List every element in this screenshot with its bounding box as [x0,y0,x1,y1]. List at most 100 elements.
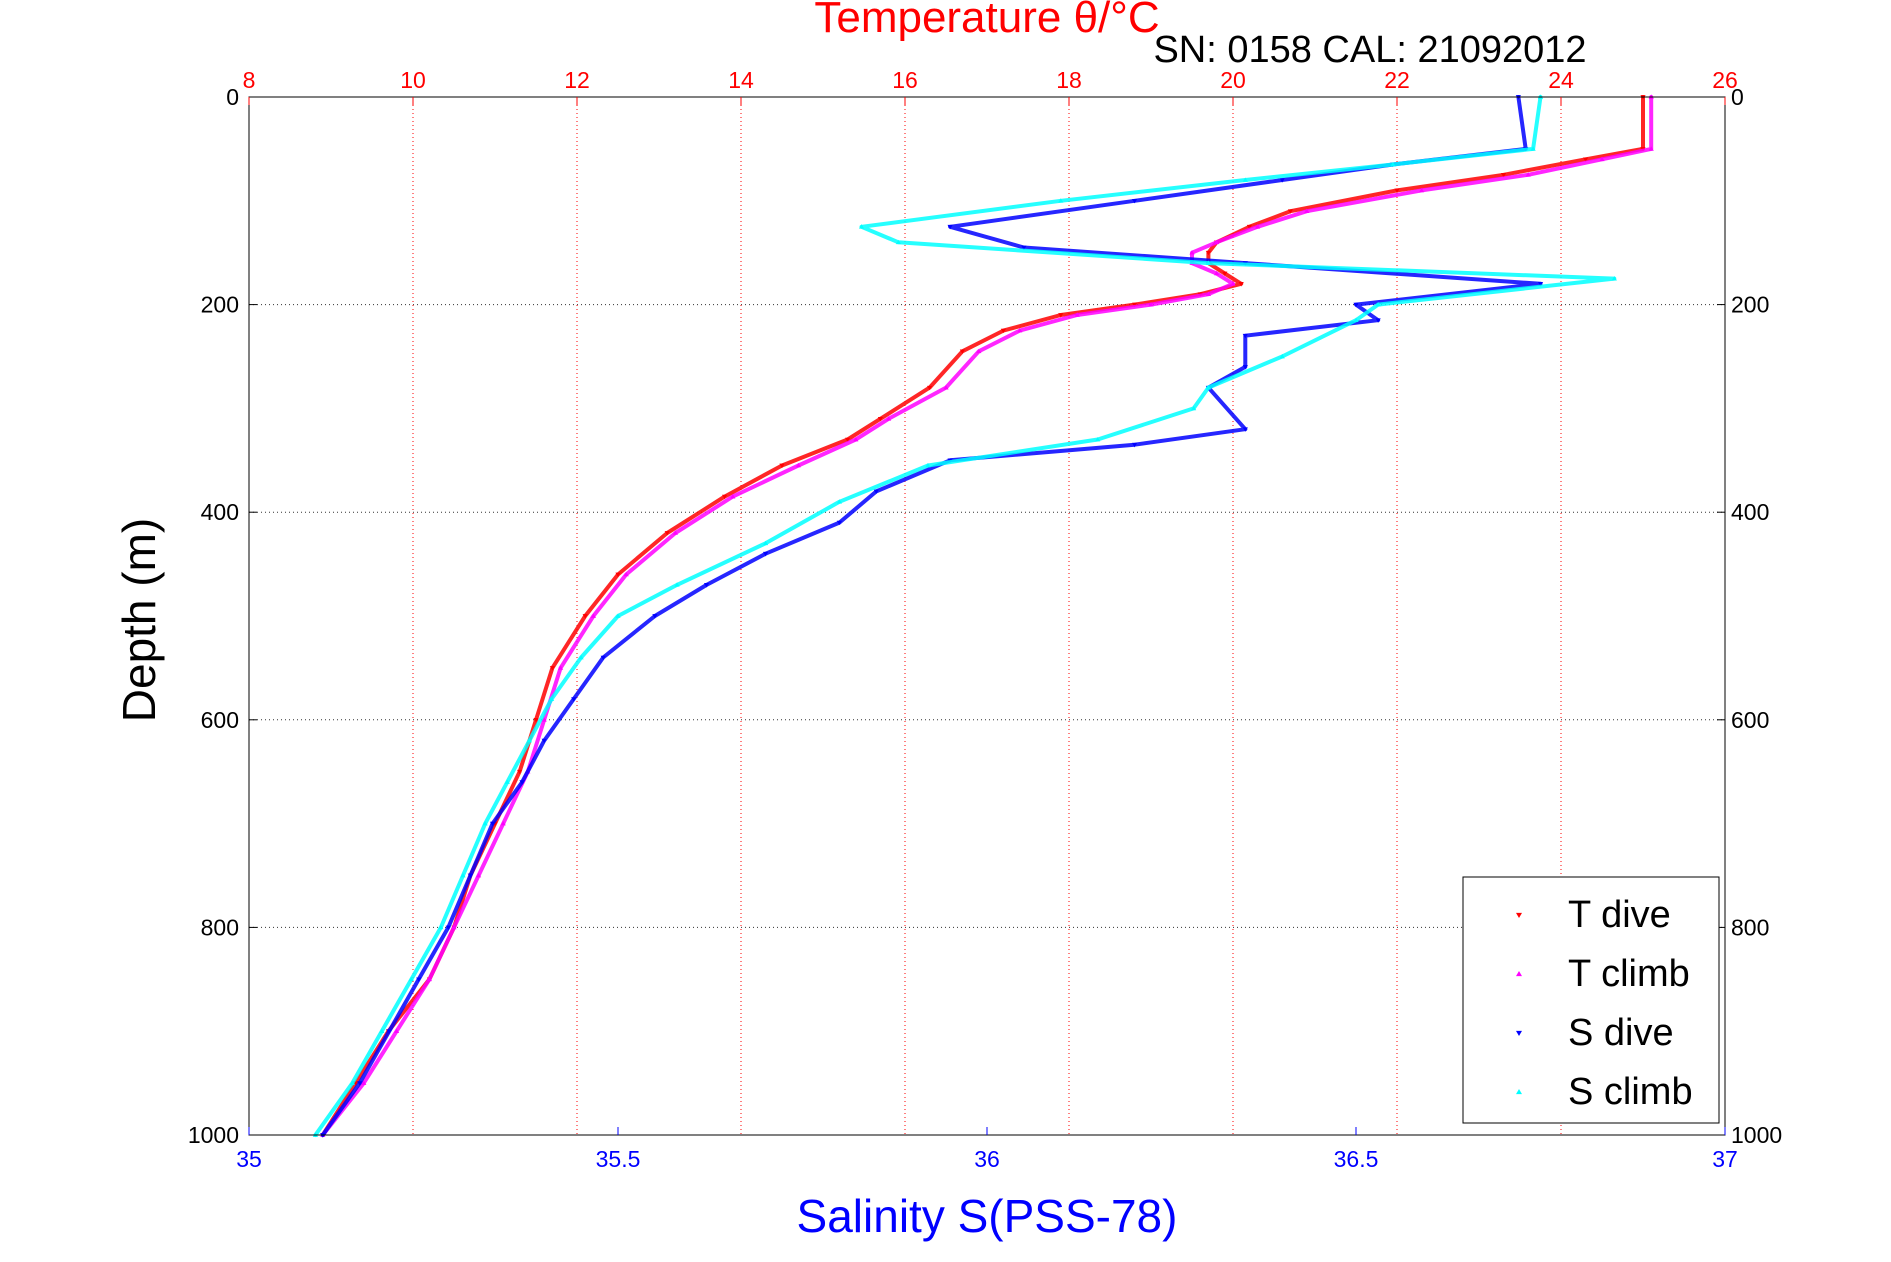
data-point [1353,317,1359,322]
x-top-tick-label: 22 [1384,67,1410,93]
data-point [895,239,902,245]
x-bottom-tick-label: 36.5 [1334,1146,1379,1172]
x-top-tick-label: 14 [728,67,754,93]
x-axis-label: Salinity S(PSS-78) [797,1190,1178,1242]
data-point [1000,328,1006,334]
x-top-tick-label: 18 [1056,67,1082,93]
data-point [1189,250,1195,255]
data-point [1353,302,1359,308]
data-point [722,494,728,500]
data-point [1205,385,1211,390]
data-point [947,224,953,230]
data-point [541,717,547,722]
y-tick-label-right: 600 [1731,707,1769,733]
legend-marker [1516,912,1522,918]
x-top-tick-label: 10 [400,67,426,93]
y-tick-label-right: 200 [1731,292,1769,318]
data-point [504,779,510,784]
legend-label: T dive [1568,894,1671,936]
data-point [1205,291,1211,297]
x-top-tick-label: 24 [1548,67,1574,93]
x-top-tick-label: 8 [243,67,256,93]
x-bottom-tick-label: 36 [974,1146,1000,1172]
data-point [836,520,842,526]
data-point [1074,312,1080,317]
data-point [386,1029,392,1034]
y-tick-label-right: 800 [1731,914,1769,940]
data-point [959,349,965,354]
legend: T dive T climb S dive S climb [1462,876,1720,1124]
data-point [1375,318,1381,323]
x-top-tick-label: 26 [1712,67,1738,93]
legend-label: S dive [1568,1012,1674,1054]
data-point [489,821,496,827]
data-point [1375,302,1381,307]
x-top-tick-label: 20 [1220,67,1246,93]
legend-box [1462,876,1720,1124]
data-point [858,224,865,229]
y-axis-label: Depth (m) [113,518,165,722]
data-point [1222,271,1228,277]
y-tick-label-right: 0 [1731,84,1744,110]
data-point [445,925,451,930]
data-point [1205,250,1211,256]
data-point [1599,156,1605,162]
data-point [482,821,488,826]
data-point [394,1028,400,1034]
data-point [533,717,539,723]
data-point [1095,436,1101,442]
data-point [652,614,658,619]
data-point [549,666,555,671]
data-point [408,976,414,982]
data-point [1017,327,1023,333]
data-point [357,1081,363,1086]
data-point [1419,187,1425,193]
data-point [438,924,444,930]
data-point [615,572,621,578]
data-point [672,530,678,535]
legend-marker [1516,971,1522,977]
y-tick-label-left: 600 [201,707,239,733]
data-point [925,462,931,468]
data-point [1537,282,1544,287]
data-point [379,1028,385,1034]
series-t-climb [320,94,1654,1137]
data-point [517,769,523,775]
data-point [1255,224,1261,229]
data-point [1242,177,1248,182]
y-tick-label-left: 1000 [188,1122,239,1148]
data-point [1287,209,1293,214]
data-point [416,977,422,982]
data-point [1394,188,1400,194]
data-point [1058,198,1064,203]
data-point [703,583,710,588]
data-point [1304,208,1310,213]
data-point [460,872,466,878]
data-point [426,976,432,982]
y-tick-label-left: 800 [201,914,239,940]
series-s-climb [312,94,1617,1137]
data-point [1214,270,1220,276]
grid-layer [249,97,1725,1135]
data-point [1191,405,1197,411]
data-point [1238,282,1244,287]
data-point [1525,172,1531,177]
legend-marker [1516,1030,1522,1036]
data-point [836,499,842,504]
data-point [1230,281,1236,286]
data-point [1242,333,1248,339]
data-point [1021,245,1027,251]
data-point [361,1080,367,1085]
data-point [590,613,596,618]
data-point [519,780,525,785]
data-point [1501,173,1507,178]
data-point [873,489,879,495]
y-tick-label-left: 400 [201,499,239,525]
x-bottom-tick-label: 35 [236,1146,262,1172]
x-bottom-tick-label: 35.5 [596,1146,641,1172]
legend-label: S climb [1568,1071,1693,1113]
y-tick-label-right: 400 [1731,499,1769,525]
data-point [877,416,883,422]
